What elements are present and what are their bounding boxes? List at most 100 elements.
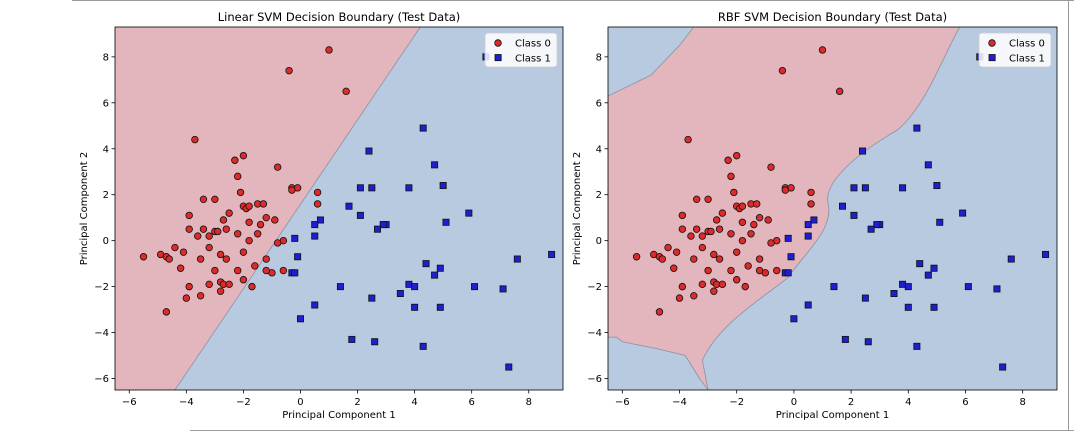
class-0-point	[672, 248, 681, 256]
x-tick-label: 0	[297, 397, 303, 408]
x-axis-label: Principal Component 1	[282, 410, 395, 421]
legend-class-1-label: Class 1	[1009, 54, 1045, 65]
panel-rbf: −6 −4 −2 0 2 4 6 8 −6 −4 −2 0 2 4 6 8 RBF SVM Decision B…	[572, 10, 1058, 421]
class-0-point	[271, 216, 279, 224]
class-1-point	[513, 255, 521, 263]
class-0-point	[279, 266, 288, 275]
class-0-point	[234, 266, 242, 275]
class-1-point	[924, 271, 932, 279]
class-0-point	[288, 186, 296, 194]
y-tick-label: 8	[103, 52, 109, 63]
class-0-point	[231, 156, 239, 164]
class-1-point	[993, 285, 1001, 293]
y-tick-label: 2	[596, 190, 602, 201]
x-tick-label: 0	[791, 397, 797, 408]
x-tick-label: 6	[962, 397, 968, 408]
class-0-point	[262, 213, 270, 222]
class-0-point	[707, 227, 715, 236]
class-1-point	[936, 218, 944, 226]
class-0-point	[715, 225, 724, 233]
right-edge-line	[1068, 0, 1069, 431]
class-0-point	[724, 156, 732, 164]
class-1-point	[291, 269, 299, 277]
class-1-point	[933, 182, 941, 190]
class-1-point	[959, 209, 967, 217]
class-1-point	[790, 315, 798, 323]
class-1-point	[804, 232, 812, 240]
class-0-point	[778, 66, 787, 75]
class-1-point	[442, 218, 450, 226]
class-1-point	[431, 161, 439, 169]
class-0-point	[185, 225, 193, 233]
class-0-point	[211, 195, 219, 204]
class-0-point	[670, 264, 678, 272]
legend-box	[978, 32, 1052, 68]
class-1-point	[505, 363, 513, 371]
y-tick-label: −4	[587, 328, 602, 339]
legend: Class 0 Class 1	[978, 32, 1052, 68]
class-0-point	[219, 216, 228, 224]
class-1-point	[787, 253, 795, 261]
class-1-point	[930, 264, 938, 272]
class-1-point	[294, 253, 302, 261]
class-0-point	[165, 255, 173, 263]
class-0-point	[139, 253, 148, 261]
x-tick-label: 4	[411, 397, 417, 408]
class-0-point	[678, 282, 687, 291]
class-0-point	[692, 225, 701, 233]
class-1-point	[850, 211, 858, 219]
x-tick-label: 4	[905, 397, 911, 408]
class-1-point	[913, 124, 921, 132]
class-0-point	[715, 255, 724, 263]
class-1-point	[419, 342, 427, 350]
class-1-point	[365, 147, 373, 155]
class-0-point	[234, 172, 242, 181]
class-0-point	[698, 243, 707, 252]
class-0-point	[325, 46, 333, 54]
class-0-point	[236, 188, 245, 197]
legend-class-0-label: Class 0	[515, 39, 551, 50]
class-0-point	[171, 243, 179, 252]
legend-class-1-marker	[494, 54, 502, 62]
class-1-point	[830, 283, 838, 291]
class-0-point	[245, 218, 253, 226]
class-1-point	[804, 301, 812, 309]
class-0-point	[222, 225, 230, 233]
class-0-point	[750, 220, 758, 229]
class-0-point	[755, 266, 764, 275]
x-tick-label: 8	[526, 397, 532, 408]
class-0-point	[704, 266, 712, 275]
class-0-point	[664, 243, 672, 252]
class-0-point	[738, 236, 747, 245]
class-0-point	[747, 230, 755, 238]
class-1-point	[291, 234, 299, 242]
x-tick-label: −2	[236, 397, 251, 408]
class-1-point	[368, 294, 376, 302]
legend-class-1-marker	[988, 54, 996, 62]
class-1-point	[436, 264, 444, 272]
class-1-point	[1042, 250, 1050, 258]
class-0-point	[753, 200, 761, 208]
class-0-point	[239, 151, 248, 160]
class-1-point	[431, 271, 439, 279]
y-tick-label: −6	[94, 374, 109, 385]
class-0-point	[259, 200, 268, 208]
class-0-region	[115, 27, 421, 390]
y-axis-label: Principal Component 2	[572, 152, 583, 265]
y-tick-label: 4	[596, 144, 602, 155]
class-0-point	[684, 135, 692, 144]
class-1-point	[336, 283, 344, 291]
class-0-point	[273, 163, 282, 171]
class-0-point	[718, 209, 727, 217]
y-tick-label: −4	[94, 328, 109, 339]
class-0-point	[245, 236, 253, 245]
class-1-point	[499, 285, 507, 293]
class-0-point	[342, 87, 350, 96]
class-0-point	[767, 163, 775, 171]
x-tick-label: −6	[122, 397, 137, 408]
class-0-point	[196, 292, 205, 300]
class-0-point	[658, 255, 667, 263]
legend-class-0-marker	[988, 39, 996, 47]
class-0-point	[251, 262, 259, 270]
